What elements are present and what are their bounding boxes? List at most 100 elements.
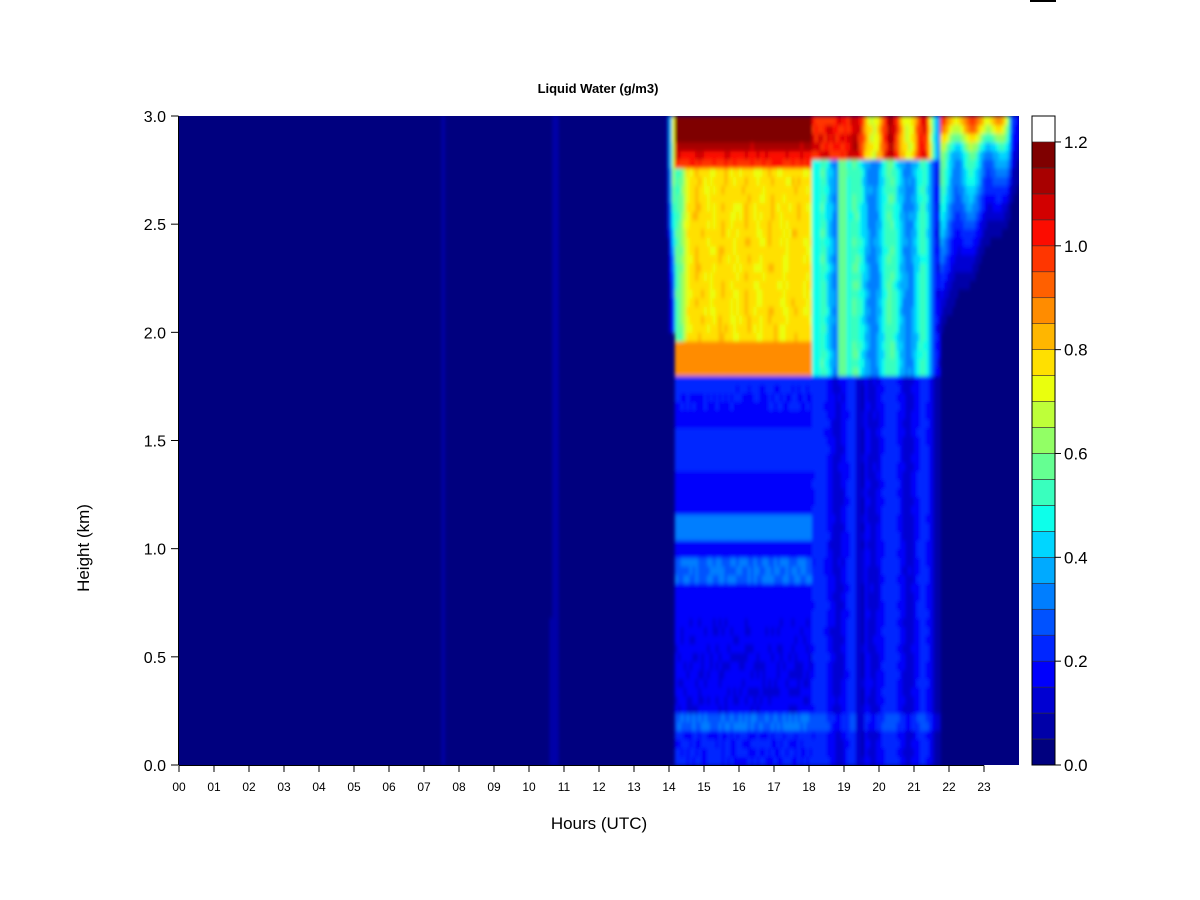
heatmap-cell	[829, 488, 833, 498]
heatmap-cell	[441, 124, 446, 134]
heatmap-cell	[701, 661, 705, 671]
heatmap-cell	[811, 358, 816, 368]
heatmap-cell	[709, 193, 714, 204]
heatmap-cell	[817, 661, 822, 671]
heatmap-cell	[750, 713, 755, 723]
heatmap-cell	[814, 228, 819, 238]
heatmap-cell	[721, 211, 726, 221]
heatmap-cell	[855, 427, 860, 437]
heatmap-cell	[779, 150, 784, 160]
heatmap-cell	[692, 116, 696, 126]
heatmap-cell	[441, 730, 446, 740]
heatmap-cell	[817, 496, 822, 506]
heatmap-cell	[715, 427, 720, 437]
heatmap-cell	[674, 436, 679, 446]
heatmap-cell	[680, 574, 685, 584]
heatmap-cell	[811, 228, 816, 238]
heatmap-cell	[750, 280, 755, 290]
heatmap-cell	[788, 609, 793, 619]
heatmap-cell	[841, 565, 845, 576]
heatmap-cell	[785, 695, 790, 706]
heatmap-cell	[829, 254, 833, 264]
heatmap-cell	[826, 626, 831, 636]
heatmap-cell	[841, 228, 845, 238]
heatmap-cell	[686, 401, 691, 411]
heatmap-cell	[736, 263, 740, 273]
heatmap-cell	[841, 747, 845, 757]
heatmap-cell	[680, 565, 685, 576]
heatmap-cell	[785, 687, 790, 697]
heatmap-cell	[841, 695, 845, 706]
heatmap-cell	[779, 219, 784, 230]
heatmap-cell	[441, 713, 446, 723]
heatmap-cell	[715, 470, 720, 481]
heatmap-cell	[744, 124, 749, 134]
heatmap-cell	[549, 721, 553, 731]
heatmap-cell	[695, 401, 699, 411]
heatmap-cell	[811, 271, 816, 282]
heatmap-cell	[841, 470, 845, 481]
heatmap-cell	[779, 427, 784, 437]
heatmap-cell	[680, 730, 685, 740]
heatmap-cell	[441, 375, 446, 385]
heatmap-cell	[829, 444, 833, 455]
heatmap-cell	[671, 280, 676, 290]
heatmap-cell	[753, 678, 758, 688]
heatmap-cell	[753, 340, 758, 351]
heatmap-cell	[779, 254, 784, 264]
heatmap-cell	[823, 263, 828, 273]
heatmap-cell	[776, 669, 781, 680]
heatmap-cell	[715, 479, 720, 489]
heatmap-cell	[759, 280, 763, 290]
heatmap-cell	[698, 289, 702, 299]
heatmap-cell	[844, 617, 848, 628]
heatmap-cell	[683, 617, 688, 628]
heatmap-cell	[753, 124, 758, 134]
heatmap-cell	[846, 306, 851, 316]
heatmap-cell	[826, 479, 831, 489]
heatmap-cell	[692, 245, 696, 256]
heatmap-cell	[782, 514, 787, 524]
heatmap-cell	[715, 635, 720, 645]
heatmap-cell	[727, 384, 731, 394]
heatmap-cell	[724, 557, 728, 567]
heatmap-cell	[820, 315, 825, 325]
heatmap-cell	[689, 315, 693, 325]
heatmap-cell	[686, 669, 691, 680]
heatmap-cell	[736, 747, 740, 757]
heatmap-cell	[741, 488, 746, 498]
heatmap-cell	[849, 721, 854, 731]
heatmap-cell	[715, 591, 720, 602]
heatmap-cell	[841, 436, 845, 446]
heatmap-cell	[788, 488, 793, 498]
heatmap-cell	[753, 687, 758, 697]
heatmap-cell	[671, 297, 676, 307]
heatmap-cell	[846, 116, 851, 126]
heatmap-cell	[715, 721, 720, 731]
heatmap-cell	[820, 462, 825, 472]
heatmap-cell	[849, 193, 854, 204]
heatmap-cell	[844, 375, 848, 385]
heatmap-cell	[695, 159, 699, 169]
heatmap-cell	[730, 557, 734, 567]
heatmap-cell	[844, 340, 848, 351]
heatmap-cell	[756, 531, 761, 541]
heatmap-cell	[794, 739, 798, 749]
heatmap-cell	[721, 462, 726, 472]
heatmap-cell	[776, 392, 781, 403]
heatmap-cell	[753, 358, 758, 368]
heatmap-cell	[759, 332, 763, 342]
heatmap-cell	[730, 358, 734, 368]
heatmap-cell	[849, 124, 854, 134]
heatmap-cell	[800, 193, 804, 204]
heatmap-cell	[759, 505, 763, 515]
heatmap-cell	[555, 211, 559, 221]
heatmap-cell	[838, 323, 842, 333]
heatmap-cell	[814, 427, 819, 437]
heatmap-cell	[741, 669, 746, 680]
heatmap-cell	[683, 150, 688, 160]
heatmap-cell	[733, 479, 737, 489]
heatmap-cell	[838, 557, 842, 567]
heatmap-cell	[692, 591, 696, 602]
heatmap-cell	[695, 540, 699, 550]
